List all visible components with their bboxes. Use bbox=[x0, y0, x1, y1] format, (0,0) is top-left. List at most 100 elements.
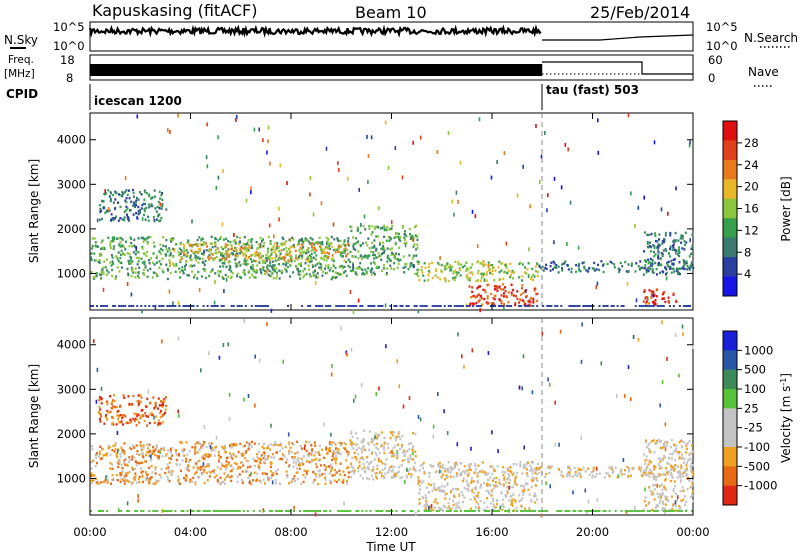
nsky-tick-bottom: 10^0 bbox=[53, 39, 85, 53]
colorbar-tick-label: 8 bbox=[744, 245, 751, 259]
freq-label-b: [MHz] bbox=[4, 68, 35, 80]
beam-title: Beam 10 bbox=[355, 3, 427, 22]
x-tick-label: 04:00 bbox=[174, 525, 207, 539]
colorbar-tick-label: -100 bbox=[744, 440, 770, 454]
velocity-y-axis: 1000 2000 3000 4000 bbox=[57, 338, 693, 485]
colorbar-tick-label: 500 bbox=[744, 363, 766, 377]
date-title: 25/Feb/2014 bbox=[590, 3, 690, 22]
nsearch-tick-top: 10^5 bbox=[706, 20, 738, 34]
colorbar-swatch bbox=[723, 350, 737, 371]
power-region-7 bbox=[642, 288, 678, 306]
time-x-axis: 00:00 04:00 08:00 12:00 16:00 20:00 00:00 bbox=[73, 113, 710, 539]
cpid-segment-1: icescan 1200 bbox=[94, 94, 182, 108]
power-colorbar: 28 24 20 16 12 8 4 Power [dB] bbox=[722, 120, 793, 297]
cpid-label: CPID bbox=[6, 87, 38, 101]
velocity-plot-frame bbox=[89, 317, 694, 516]
colorbar-tick-label: 100 bbox=[744, 382, 766, 396]
colorbar-swatch bbox=[723, 466, 737, 487]
y-tick-label: 4000 bbox=[57, 133, 86, 147]
velocity-colorbar-swatches bbox=[723, 331, 737, 506]
velocity-speckles bbox=[90, 318, 694, 518]
power-plot-frame bbox=[89, 112, 694, 311]
nave-tick-top: 60 bbox=[708, 53, 723, 67]
power-y-axis: 1000 2000 3000 4000 bbox=[57, 133, 693, 280]
colorbar-swatch bbox=[723, 257, 737, 278]
nsky-trace bbox=[88, 24, 542, 38]
y-tick-label: 4000 bbox=[57, 338, 86, 352]
power-plot: 1000 2000 3000 4000 Slant Range [km] bbox=[27, 112, 695, 314]
station-title: Kapuskasing (fitACF) bbox=[92, 1, 257, 20]
colorbar-swatch bbox=[723, 218, 737, 239]
colorbar-tick-label: -25 bbox=[744, 421, 763, 435]
colorbar-tick-label: 25 bbox=[744, 401, 759, 415]
colorbar-swatch bbox=[723, 331, 737, 351]
velocity-colorbar-label: Velocity [m s-1] bbox=[779, 373, 793, 463]
colorbar-tick-label: 20 bbox=[744, 180, 759, 194]
velocity-plot: 1000 2000 3000 4000 Slant Range [km] bbox=[27, 317, 695, 518]
nave-trace bbox=[542, 61, 693, 75]
freq-trace bbox=[90, 61, 693, 76]
power-speckles bbox=[90, 113, 691, 314]
colorbar-swatch bbox=[723, 179, 737, 200]
freq-tick-bottom: 8 bbox=[66, 71, 73, 85]
velocity-colorbar: 1000 500 100 25 -25 -100 -500 -1000 Velocity [m… bbox=[722, 330, 793, 506]
noise-panel: 10^5 10^0 10^5 10^0 bbox=[53, 20, 738, 53]
nsky-label: N.Sky bbox=[4, 33, 38, 47]
colorbar-tick-label: -500 bbox=[744, 459, 770, 473]
x-tick-label: 12:00 bbox=[375, 525, 408, 539]
nsearch-label: N.Search bbox=[744, 31, 798, 45]
freq-panel: 18 8 60 0 bbox=[60, 53, 723, 85]
noise-trace bbox=[88, 24, 694, 41]
freq-label-a: Freq. bbox=[8, 54, 34, 66]
y-tick-label: 1000 bbox=[57, 471, 86, 485]
colorbar-tick-label: 12 bbox=[744, 223, 759, 237]
y-tick-label: 3000 bbox=[57, 382, 86, 396]
colorbar-tick-label: 1000 bbox=[744, 343, 773, 357]
colorbar-swatch bbox=[723, 121, 737, 141]
colorbar-swatch bbox=[723, 447, 737, 467]
velocity-region-2 bbox=[349, 429, 417, 481]
noise-panel-frame bbox=[89, 21, 694, 52]
power-colorbar-label: Power [dB] bbox=[779, 176, 793, 241]
velocity-y-label: Slant Range [km] bbox=[27, 364, 41, 468]
colorbar-tick-label: 24 bbox=[744, 158, 759, 172]
nave-label: Nave bbox=[748, 65, 779, 79]
power-region-3 bbox=[348, 224, 419, 276]
freq-tick-top: 18 bbox=[60, 53, 75, 67]
colorbar-swatch bbox=[723, 159, 737, 180]
colorbar-swatch bbox=[723, 389, 737, 409]
velocity-region-0 bbox=[90, 440, 350, 486]
velocity-region-1 bbox=[97, 394, 168, 427]
cpid-segment-2: tau (fast) 503 bbox=[546, 83, 639, 97]
y-tick-label: 3000 bbox=[57, 177, 86, 191]
power-region-5 bbox=[468, 283, 539, 307]
colorbar-swatch bbox=[723, 237, 737, 258]
colorbar-swatch bbox=[723, 485, 737, 506]
power-colorbar-ticks: 28 24 20 16 12 8 4 bbox=[737, 136, 759, 281]
x-tick-label: 00:00 bbox=[73, 525, 106, 539]
velocity-data bbox=[90, 318, 695, 518]
colorbar-tick-label: 16 bbox=[744, 202, 759, 216]
y-tick-label: 2000 bbox=[57, 222, 86, 236]
nsearch-trace bbox=[542, 34, 694, 41]
colorbar-tick-label: -1000 bbox=[744, 479, 777, 493]
power-region-2 bbox=[98, 188, 168, 223]
x-tick-label: 08:00 bbox=[274, 525, 307, 539]
colorbar-tick-label: 28 bbox=[744, 136, 759, 150]
power-region-4 bbox=[416, 260, 539, 283]
colorbar-swatch bbox=[723, 276, 737, 297]
power-region-8 bbox=[642, 231, 694, 276]
colorbar-tick-label: 4 bbox=[744, 267, 751, 281]
nave-tick-bottom: 0 bbox=[708, 71, 715, 85]
nsky-tick-top: 10^5 bbox=[53, 20, 85, 34]
power-data bbox=[90, 113, 695, 314]
velocity-colorbar-ticks: 1000 500 100 25 -25 -100 -500 -1000 bbox=[737, 343, 777, 493]
colorbar-swatch bbox=[723, 369, 737, 390]
x-tick-label: 00:00 bbox=[676, 525, 709, 539]
colorbar-swatch bbox=[723, 427, 737, 448]
x-axis-label: Time UT bbox=[365, 540, 416, 554]
power-colorbar-swatches bbox=[723, 121, 737, 297]
y-tick-label: 2000 bbox=[57, 427, 86, 441]
freq-band bbox=[90, 64, 543, 76]
